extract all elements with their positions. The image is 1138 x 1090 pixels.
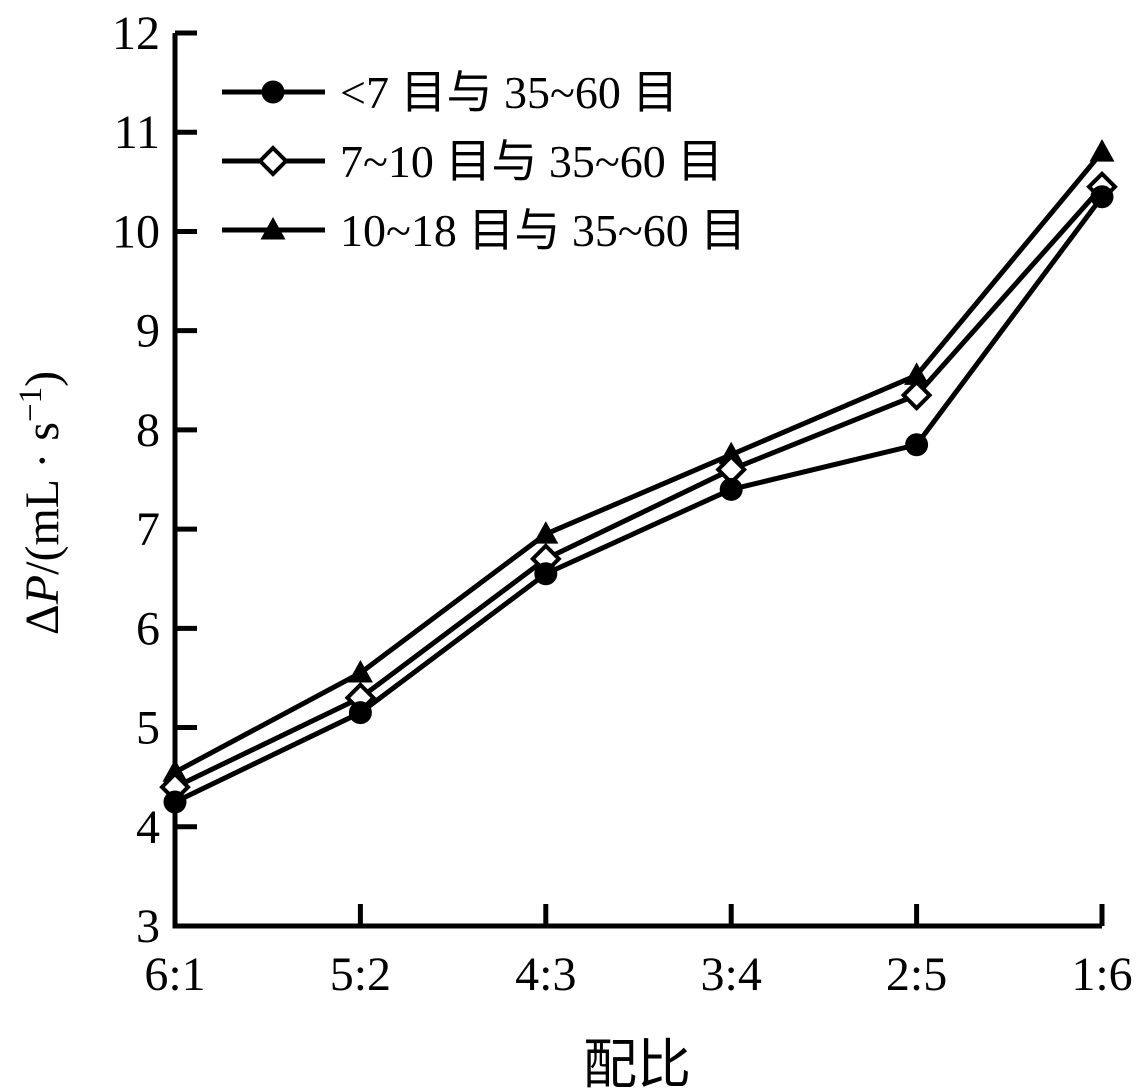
marker-filled-circle	[534, 562, 558, 586]
series-markers-2	[162, 139, 1115, 782]
y-tick-label: 3	[136, 900, 160, 953]
marker-open-diamond	[257, 145, 289, 177]
marker-filled-circle	[163, 790, 187, 814]
marker-filled-triangle	[1089, 139, 1115, 162]
series-lines	[173, 150, 1105, 805]
y-tick-label: 5	[136, 702, 160, 755]
marker-filled-circle	[348, 701, 372, 725]
x-tick-label: 1:6	[1071, 948, 1132, 1001]
legend: <7 目与 35~60 目 7~10 目与 35~60 目 10~18 目与 35~…	[222, 67, 746, 256]
x-tick-label: 3:4	[701, 948, 762, 1001]
x-axis-title: 配比	[583, 1035, 691, 1090]
series-line-0	[173, 195, 1105, 805]
series-line-1	[173, 185, 1104, 790]
y-axis-title: ΔP/(mL · s−1)	[13, 371, 69, 635]
legend-label: 7~10 目与 35~60 目	[340, 136, 723, 187]
y-tick-label: 4	[136, 801, 160, 854]
series-markers-0	[163, 185, 1114, 814]
y-tick-label: 7	[136, 503, 160, 556]
y-tick-label: 6	[136, 602, 160, 655]
y-tick-label: 12	[112, 7, 160, 60]
marker-filled-circle	[905, 433, 929, 457]
marker-filled-circle	[719, 477, 743, 501]
x-tick-label: 4:3	[515, 948, 576, 1001]
marker-filled-circle	[1090, 185, 1114, 209]
series-markers-1	[159, 170, 1118, 803]
legend-item-2: 10~18 目与 35~60 目	[222, 205, 746, 256]
marker-filled-triangle	[904, 362, 930, 385]
marker-filled-triangle	[718, 441, 744, 465]
x-tick-label: 2:5	[886, 948, 947, 1001]
marker-filled-triangle	[533, 521, 559, 544]
marker-filled-triangle	[347, 659, 373, 683]
x-tick-label: 6:1	[144, 948, 205, 1001]
x-tick-label: 5:2	[330, 948, 391, 1001]
series-line-2	[173, 150, 1104, 775]
series-markers	[159, 139, 1118, 814]
y-tick-label: 8	[136, 404, 160, 457]
marker-filled-triangle	[162, 759, 188, 782]
y-tick-label: 11	[114, 106, 160, 159]
y-tick-label: 9	[136, 305, 160, 358]
marker-open-diamond	[900, 379, 933, 411]
y-tick-label: 10	[112, 205, 160, 258]
marker-filled-circle	[261, 80, 285, 104]
y-axis-ticks: 3 4 5 6 7 8 9 10 11 12	[112, 7, 197, 953]
legend-label: 10~18 目与 35~60 目	[340, 205, 746, 256]
legend-item-0: <7 目与 35~60 目	[222, 67, 678, 118]
legend-item-1: 7~10 目与 35~60 目	[222, 136, 723, 187]
legend-label: <7 目与 35~60 目	[340, 67, 678, 118]
marker-filled-triangle	[260, 217, 286, 240]
x-axis-ticks: 6:1 5:2 4:3 3:4 2:5 1:6	[144, 904, 1133, 1001]
